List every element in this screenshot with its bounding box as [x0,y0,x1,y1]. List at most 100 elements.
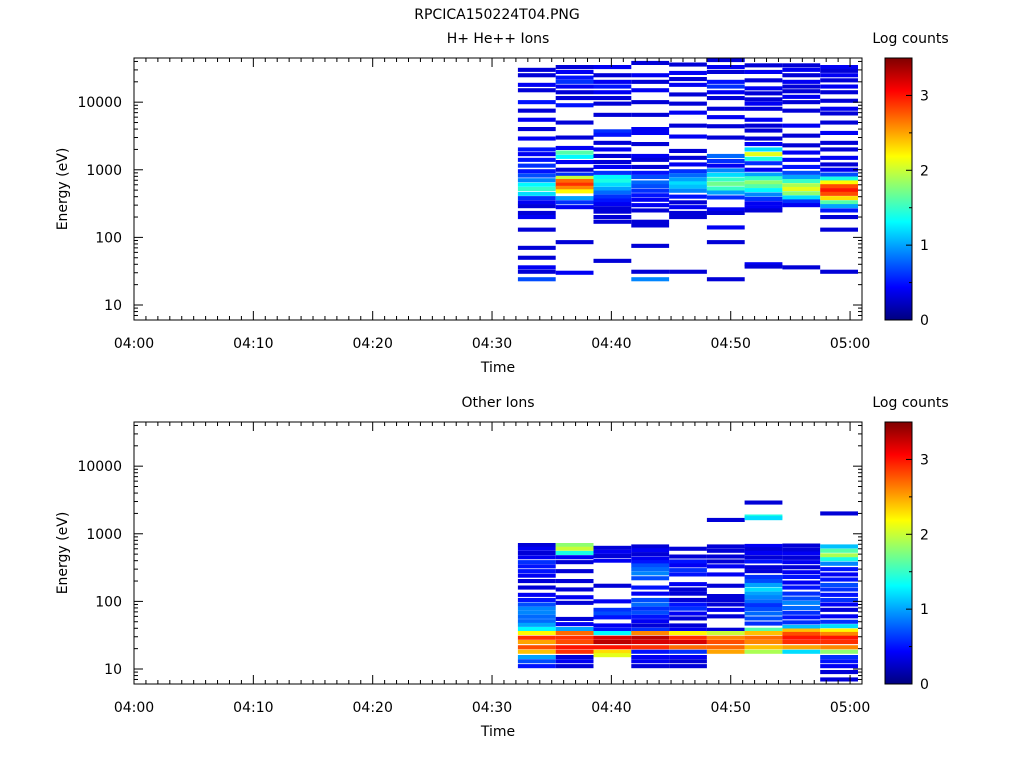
heatmap-cell [744,587,783,592]
heatmap-cell [820,597,858,602]
heatmap-cell [631,100,670,105]
heatmap-cell [782,94,821,99]
heatmap-cell [820,90,858,95]
heatmap-cell [669,635,707,640]
heatmap-cell [706,106,745,111]
heatmap-cell [593,583,632,588]
heatmap-cell [593,209,632,214]
y-tick-label: 100 [95,230,122,246]
heatmap-cell [744,69,783,74]
heatmap-cell [631,585,670,590]
heatmap-cell [631,269,670,274]
colorbar-tick-label: 3 [920,452,929,468]
heatmap-cell [555,96,594,101]
x-tick-label: 04:50 [711,336,751,352]
heatmap-cell [820,624,858,629]
heatmap-cell [593,147,632,152]
heatmap-cell [820,664,858,669]
heatmap-cell [555,560,594,565]
heatmap-cell [706,210,745,215]
heatmap-cell [744,172,783,177]
heatmap-cell [555,655,594,660]
heatmap-cell [669,623,707,628]
heatmap-cell [782,600,821,605]
heatmap-cell [631,175,670,180]
heatmap-cell [631,73,670,78]
heatmap-cell [782,203,821,208]
heatmap-cell [820,215,858,220]
heatmap-cell [782,265,821,270]
heatmap-cell [820,140,858,145]
heatmap-cell [517,649,556,654]
heatmap-cell [820,84,858,89]
colorbar-tick-label: 2 [920,163,929,179]
heatmap-cell [593,219,632,224]
heatmap-cell [782,123,821,128]
heatmap-cell [744,543,783,548]
heatmap-cell [744,117,783,122]
heatmap-cell [744,599,783,604]
heatmap-cell [744,63,783,68]
heatmap-cell [517,157,556,162]
heatmap-cell [706,597,745,602]
heatmap-cell [555,103,594,108]
heatmap-cell [669,611,707,616]
heatmap-cell [706,115,745,120]
heatmap-cell [820,567,858,572]
heatmap-cell [669,640,707,645]
heatmap-cell [669,655,707,660]
heatmap-cell [517,555,556,560]
heatmap-cell [517,614,556,619]
heatmap-cell [517,546,556,551]
heatmap-cell [706,135,745,140]
heatmap-cell [517,136,556,141]
heatmap-cell [744,555,783,560]
colorbar: Log counts 0 1 2 3 [872,395,948,693]
heatmap-cell [555,649,594,654]
colorbar-tick-label: 1 [920,602,929,618]
heatmap-cell [669,194,707,199]
heatmap-cell [744,161,783,166]
heatmap-cell [782,624,821,629]
heatmap-cell [782,645,821,650]
heatmap-cell [517,178,556,183]
heatmap-cell [706,583,745,588]
heatmap-cell [820,167,858,172]
heatmap-cell [631,606,670,611]
heatmap-cell [669,627,707,632]
heatmap-cell [631,197,670,202]
heatmap-cell [593,140,632,145]
heatmap-cell [782,170,821,175]
heatmap-cell [820,628,858,633]
heatmap-cell [517,152,556,157]
heatmap-cell [555,75,594,80]
heatmap-cell [744,640,783,645]
heatmap-cell [631,640,670,645]
heatmap-cell [669,664,707,669]
heatmap-cell [782,183,821,188]
heatmap-cell [669,649,707,654]
x-axis-label: Time [480,360,515,376]
heatmap-cell [517,100,556,105]
heatmap-cell [706,564,745,569]
heatmap-cell [820,640,858,645]
heatmap-cell [744,547,783,552]
heatmap-cell [669,173,707,178]
heatmap-cell [820,120,858,125]
heatmap-cell [593,190,632,195]
heatmap-cell [744,627,783,632]
heatmap-cell [593,179,632,184]
heatmap-cell [744,603,783,608]
heatmap-cell [782,79,821,84]
heatmap-cell [782,615,821,620]
heatmap-cell [782,565,821,570]
heatmap-cell [744,101,783,106]
heatmap-cell [593,206,632,211]
heatmap-cell [555,200,594,205]
heatmap-cell [669,155,707,160]
y-tick-label: 10 [104,662,122,678]
heatmap-cell [706,84,745,89]
heatmap-cell [593,649,632,654]
x-tick-label: 04:20 [353,336,393,352]
heatmap-cell [706,640,745,645]
